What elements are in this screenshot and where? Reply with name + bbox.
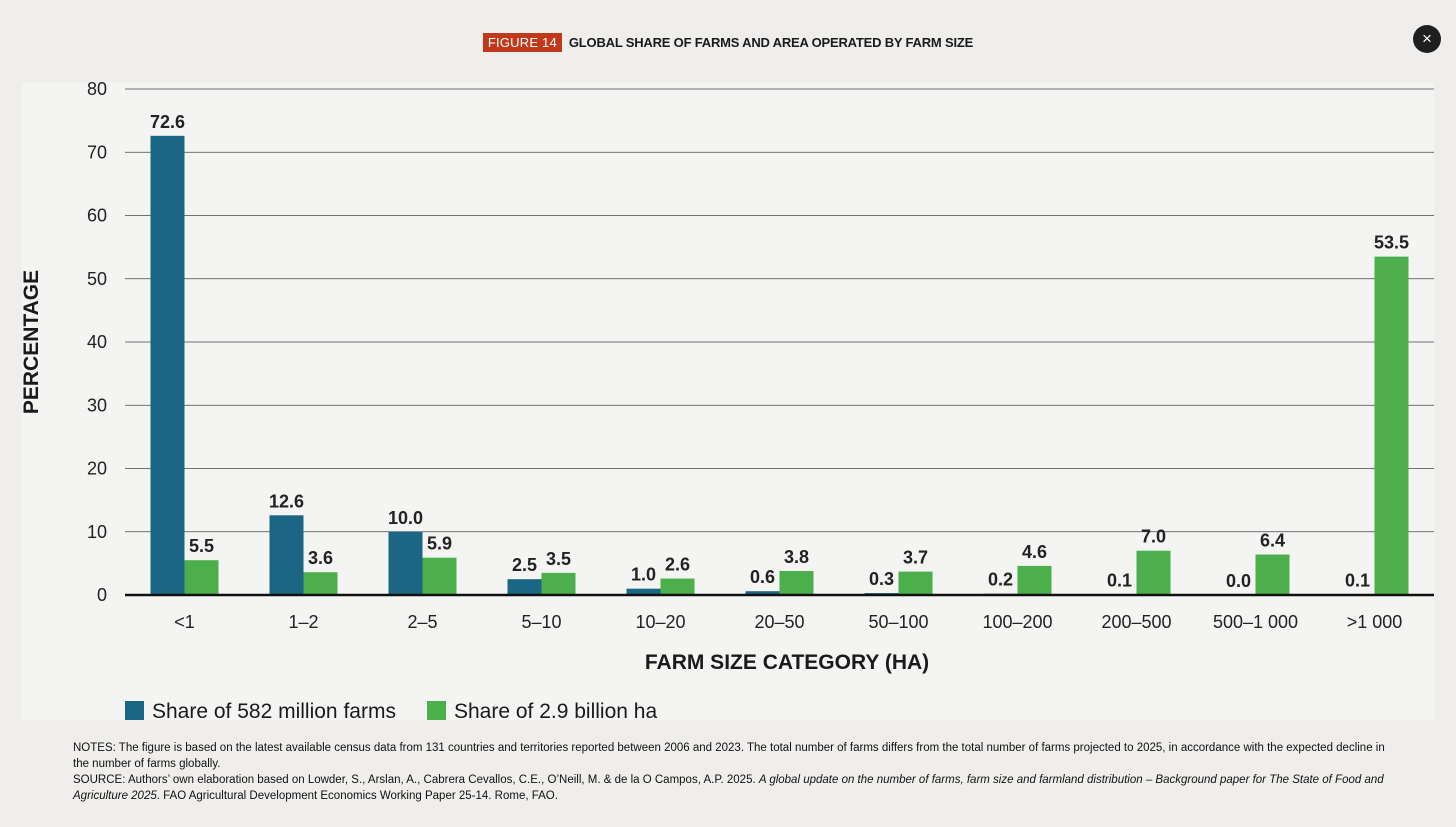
source-prefix: SOURCE: Authors’ own elaboration based o… (73, 774, 759, 786)
data-label: 6.4 (1260, 531, 1285, 551)
bar-area-6 (898, 571, 933, 595)
notes-text: NOTES: The figure is based on the latest… (73, 742, 1385, 770)
legend-swatch-1 (427, 701, 446, 720)
data-label: 3.6 (308, 548, 333, 568)
chart-panel: 0 10 20 30 40 50 60 70 80 72.6 5.5 <1 12.6 3.6 1–2 10.0… (22, 82, 1434, 720)
data-label: 3.8 (784, 547, 809, 567)
close-icon[interactable]: × (1422, 29, 1432, 48)
data-label: 4.6 (1022, 542, 1047, 562)
y-tick-label: 80 (87, 82, 107, 99)
bar-area-8 (1136, 550, 1171, 595)
bar-area-10 (1374, 256, 1409, 595)
y-tick-label: 30 (87, 395, 107, 415)
data-label: 2.5 (512, 555, 537, 575)
bar-farms-4 (626, 588, 661, 595)
bar-area-5 (779, 570, 814, 595)
x-tick-label: 2–5 (407, 612, 437, 632)
data-label: 0.6 (750, 567, 775, 587)
bar-area-9 (1255, 554, 1290, 595)
data-label: 0.1 (1107, 570, 1132, 590)
data-label: 72.6 (150, 112, 185, 132)
legend-swatch-0 (125, 701, 144, 720)
bar-farms-5 (745, 591, 780, 595)
y-tick-label: 70 (87, 142, 107, 162)
y-axis-title: PERCENTAGE (22, 270, 43, 414)
y-tick-label: 50 (87, 269, 107, 289)
x-tick-label: 20–50 (754, 612, 804, 632)
data-label: 1.0 (631, 565, 656, 585)
data-label: 10.0 (388, 508, 423, 528)
data-label: 0.0 (1226, 571, 1251, 591)
figure-badge: FIGURE 14 (482, 33, 562, 52)
x-tick-label: 100–200 (982, 612, 1052, 632)
bar-farms-2 (388, 531, 423, 595)
x-axis-title: FARM SIZE CATEGORY (HA) (645, 651, 929, 674)
data-label: 3.7 (903, 548, 928, 568)
bar-area-2 (422, 557, 457, 595)
data-label: 5.5 (189, 536, 214, 556)
bar-area-7 (1017, 565, 1052, 595)
figure-title: GLOBAL SHARE OF FARMS AND AREA OPERATED … (568, 35, 974, 50)
y-tick-label: 10 (87, 522, 107, 542)
x-tick-label: 200–500 (1101, 612, 1171, 632)
bar-chart: 0 10 20 30 40 50 60 70 80 72.6 5.5 <1 12.6 3.6 1–2 10.0… (22, 82, 1434, 720)
bar-area-1 (303, 572, 338, 595)
close-button[interactable]: × (1413, 25, 1441, 53)
source-suffix: . FAO Agricultural Development Economics… (156, 790, 558, 802)
bar-farms-3 (507, 579, 542, 595)
bar-area-3 (541, 572, 576, 595)
x-tick-label: <1 (174, 612, 195, 632)
x-tick-label: >1 000 (1347, 612, 1403, 632)
bar-farms-0 (150, 135, 185, 595)
x-tick-label: 5–10 (521, 612, 561, 632)
y-tick-label: 40 (87, 332, 107, 352)
data-label: 7.0 (1141, 527, 1166, 547)
x-tick-label: 500–1 000 (1213, 612, 1298, 632)
y-tick-label: 60 (87, 206, 107, 226)
x-tick-label: 50–100 (868, 612, 928, 632)
bar-farms-1 (269, 515, 304, 595)
source-text: SOURCE: Authors’ own elaboration based o… (73, 772, 1393, 804)
legend-label: Share of 2.9 billion ha (454, 700, 657, 720)
data-label: 5.9 (427, 534, 452, 554)
y-tick-label: 20 (87, 459, 107, 479)
figure-title-row: FIGURE 14 GLOBAL SHARE OF FARMS AND AREA … (0, 33, 1456, 52)
data-label: 0.1 (1345, 570, 1370, 590)
y-tick-label: 0 (97, 585, 107, 605)
data-label: 2.6 (665, 555, 690, 575)
source-title: A global update on the number of farms, … (73, 774, 1384, 802)
data-label: 12.6 (269, 491, 304, 511)
data-label: 3.5 (546, 549, 571, 569)
bar-area-0 (184, 560, 219, 595)
data-label: 0.2 (988, 570, 1013, 590)
x-tick-label: 10–20 (635, 612, 685, 632)
bar-area-4 (660, 578, 695, 595)
legend-label: Share of 582 million farms (152, 700, 396, 720)
x-tick-label: 1–2 (288, 612, 318, 632)
notes-section: NOTES: The figure is based on the latest… (73, 740, 1393, 804)
data-label: 0.3 (869, 569, 894, 589)
data-label: 53.5 (1374, 233, 1409, 253)
